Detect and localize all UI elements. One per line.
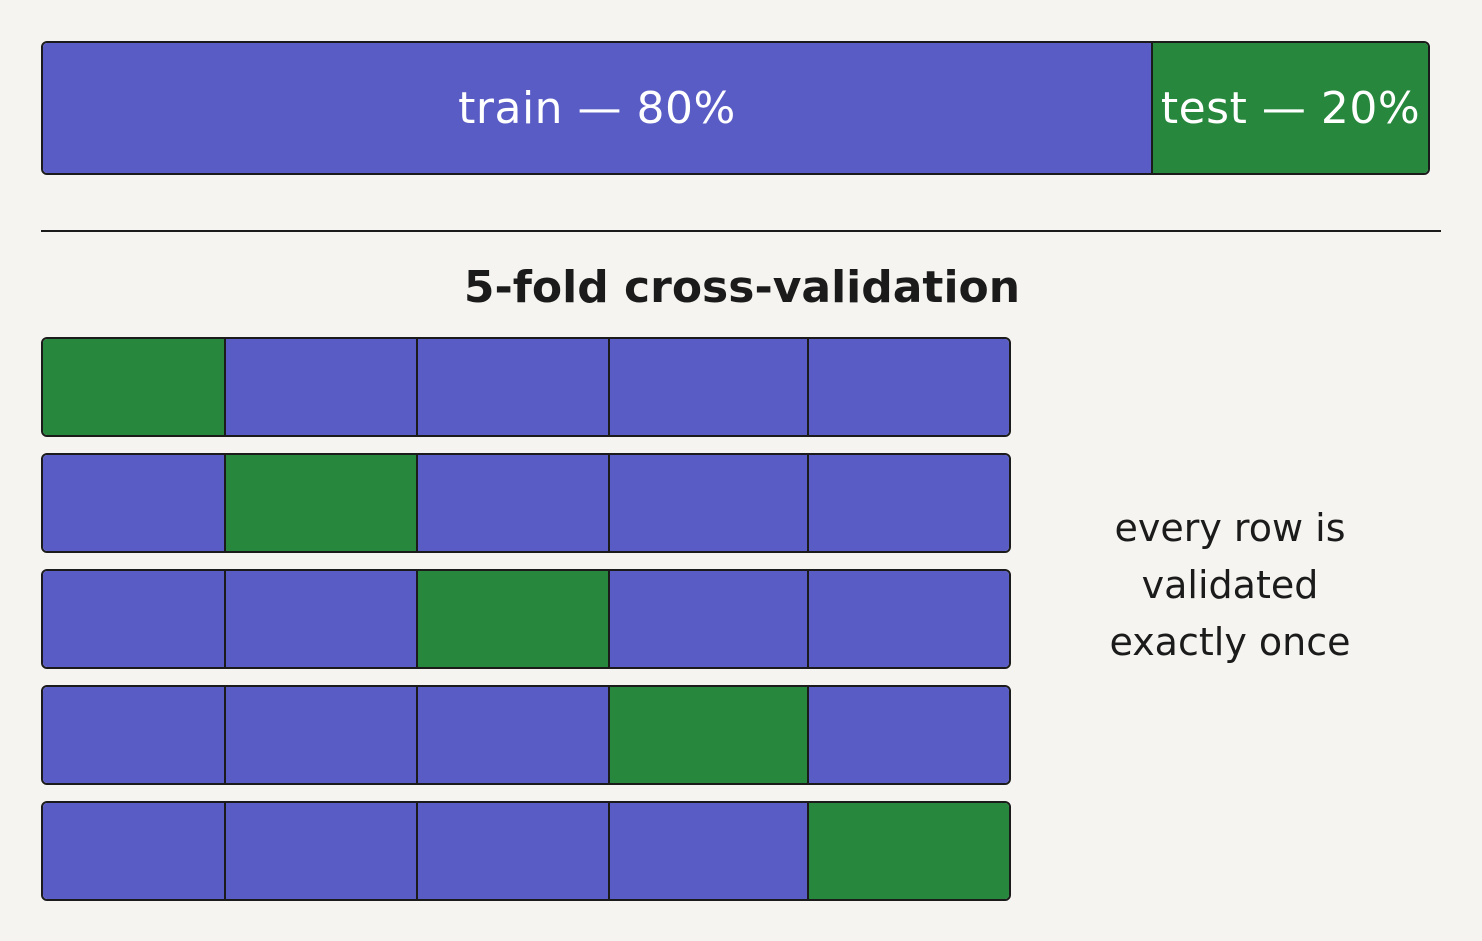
train-fold-cell [224, 803, 418, 899]
train-fold-cell [807, 687, 1009, 783]
train-fold-cell [608, 571, 809, 667]
train-fold-cell [224, 339, 418, 435]
validation-fold-cell [43, 339, 226, 435]
section-divider [41, 230, 1441, 232]
train-fold-cell [224, 687, 418, 783]
test-label: test — 20% [1160, 82, 1421, 134]
test-segment: test — 20% [1151, 43, 1428, 173]
cv-title: 5-fold cross-validation [463, 262, 1021, 313]
validation-fold-cell [416, 571, 610, 667]
train-fold-cell [807, 339, 1009, 435]
train-fold-cell [807, 455, 1009, 551]
train-fold-cell [608, 339, 809, 435]
train-fold-cell [608, 803, 809, 899]
train-fold-cell [43, 803, 226, 899]
train-label: train — 80% [458, 82, 736, 134]
train-fold-cell [807, 571, 1009, 667]
train-fold-cell [416, 339, 610, 435]
train-fold-cell [43, 687, 226, 783]
fold-row-4 [41, 685, 1011, 785]
annotation-note: every row is validated exactly once [1040, 500, 1420, 671]
train-fold-cell [608, 455, 809, 551]
fold-row-5 [41, 801, 1011, 901]
folds-grid [41, 337, 1011, 901]
fold-row-2 [41, 453, 1011, 553]
train-fold-cell [224, 571, 418, 667]
validation-fold-cell [807, 803, 1009, 899]
note-line: exactly once [1109, 620, 1351, 664]
note-line: every row is [1114, 506, 1346, 550]
note-line: validated [1141, 563, 1319, 607]
train-fold-cell [43, 455, 226, 551]
validation-fold-cell [224, 455, 418, 551]
train-fold-cell [43, 571, 226, 667]
train-test-split-bar: train — 80% test — 20% [41, 41, 1430, 175]
train-fold-cell [416, 455, 610, 551]
fold-row-3 [41, 569, 1011, 669]
fold-row-1 [41, 337, 1011, 437]
train-fold-cell [416, 687, 610, 783]
train-segment: train — 80% [43, 43, 1151, 173]
validation-fold-cell [608, 687, 809, 783]
train-fold-cell [416, 803, 610, 899]
